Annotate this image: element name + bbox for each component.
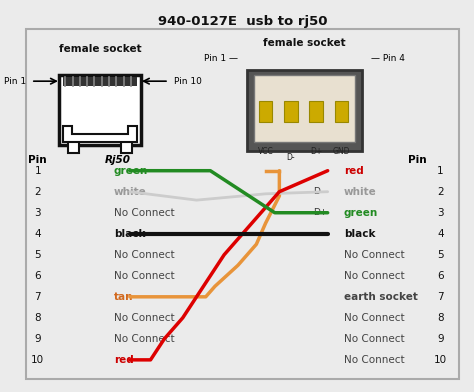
Text: 3: 3 xyxy=(35,208,41,218)
Bar xyxy=(309,101,323,122)
Text: 1: 1 xyxy=(437,166,444,176)
Text: 2: 2 xyxy=(437,187,444,197)
Text: GND: GND xyxy=(333,147,350,156)
Text: red: red xyxy=(114,355,134,365)
Bar xyxy=(259,101,273,122)
Text: No Connect: No Connect xyxy=(344,250,404,260)
Text: white: white xyxy=(114,187,146,197)
Bar xyxy=(68,138,79,153)
Text: 9: 9 xyxy=(35,334,41,344)
Text: 10: 10 xyxy=(31,355,45,365)
Text: 8: 8 xyxy=(437,313,444,323)
Text: 10: 10 xyxy=(434,355,447,365)
Text: D-: D- xyxy=(287,153,295,162)
Text: black: black xyxy=(114,229,145,239)
Text: No Connect: No Connect xyxy=(114,271,174,281)
Text: Rj50: Rj50 xyxy=(104,155,130,165)
Text: D+: D+ xyxy=(313,208,328,217)
Text: 7: 7 xyxy=(35,292,41,302)
Text: Pin 1: Pin 1 xyxy=(4,77,26,86)
Text: 6: 6 xyxy=(35,271,41,281)
Text: No Connect: No Connect xyxy=(114,208,174,218)
Text: D−: D− xyxy=(313,187,328,196)
Bar xyxy=(335,101,348,122)
Text: female socket: female socket xyxy=(264,38,346,48)
Text: No Connect: No Connect xyxy=(114,334,174,344)
Text: 4: 4 xyxy=(437,229,444,239)
Text: 1: 1 xyxy=(35,166,41,176)
Text: No Connect: No Connect xyxy=(344,334,404,344)
FancyBboxPatch shape xyxy=(247,69,362,151)
Text: Pin: Pin xyxy=(408,155,427,165)
Text: 7: 7 xyxy=(437,292,444,302)
Bar xyxy=(63,77,137,86)
Text: D+: D+ xyxy=(310,147,322,156)
Text: No Connect: No Connect xyxy=(114,250,174,260)
Text: 5: 5 xyxy=(437,250,444,260)
Text: Pin 10: Pin 10 xyxy=(173,77,201,86)
Text: No Connect: No Connect xyxy=(114,313,174,323)
Text: — Pin 4: — Pin 4 xyxy=(372,54,405,63)
Text: earth socket: earth socket xyxy=(344,292,418,302)
Text: white: white xyxy=(344,187,376,197)
Text: 3: 3 xyxy=(437,208,444,218)
FancyBboxPatch shape xyxy=(58,75,141,145)
Text: female socket: female socket xyxy=(59,44,141,54)
Text: 6: 6 xyxy=(437,271,444,281)
Text: 4: 4 xyxy=(35,229,41,239)
Text: Pin: Pin xyxy=(28,155,47,165)
Bar xyxy=(120,138,132,153)
Polygon shape xyxy=(63,126,137,142)
Text: 2: 2 xyxy=(35,187,41,197)
Text: No Connect: No Connect xyxy=(344,313,404,323)
Text: 940-0127E  usb to rj50: 940-0127E usb to rj50 xyxy=(158,15,328,28)
Text: tan: tan xyxy=(114,292,133,302)
Text: No Connect: No Connect xyxy=(344,271,404,281)
Text: Pin 1 —: Pin 1 — xyxy=(204,54,238,63)
Bar xyxy=(284,101,298,122)
FancyBboxPatch shape xyxy=(254,75,356,142)
Text: 9: 9 xyxy=(437,334,444,344)
Text: VCC: VCC xyxy=(258,147,273,156)
Text: 5: 5 xyxy=(35,250,41,260)
Text: green: green xyxy=(114,166,148,176)
Text: 8: 8 xyxy=(35,313,41,323)
Text: No Connect: No Connect xyxy=(344,355,404,365)
Text: red: red xyxy=(344,166,364,176)
Text: black: black xyxy=(344,229,375,239)
Text: green: green xyxy=(344,208,378,218)
